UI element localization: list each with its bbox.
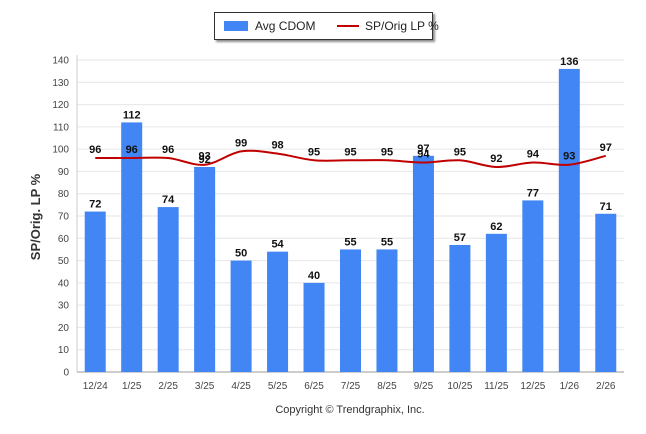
bar — [558, 68, 580, 373]
copyright-credit: Copyright © Trendgraphix, Inc. — [275, 404, 424, 416]
y-tick-label: 20 — [58, 323, 70, 334]
y-tick-label: 10 — [58, 345, 70, 356]
y-tick-label: 70 — [58, 212, 70, 223]
y-tick-label: 40 — [58, 278, 70, 289]
bar — [449, 244, 471, 372]
line-series — [95, 149, 607, 168]
x-tick-label: 2/26 — [596, 381, 616, 392]
legend-bar-swatch — [224, 21, 248, 31]
bar — [194, 166, 216, 372]
x-tick-label: 6/25 — [304, 381, 324, 392]
x-tick-label: 1/25 — [122, 381, 142, 392]
y-tick-label: 60 — [58, 234, 70, 245]
line-value-label: 93 — [199, 151, 211, 163]
line-value-label: 99 — [235, 137, 247, 149]
bar-value-label: 136 — [560, 56, 578, 68]
line-value-label: 94 — [527, 149, 540, 161]
x-tick-label: 8/25 — [377, 381, 397, 392]
bar-value-label: 112 — [123, 109, 141, 121]
line-path — [95, 149, 607, 168]
bar-value-label: 55 — [381, 236, 393, 248]
line-value-label: 95 — [454, 146, 466, 158]
bar — [84, 211, 106, 372]
x-tick-label: 10/25 — [447, 381, 472, 392]
y-tick-label: 140 — [52, 56, 69, 67]
legend-label-sp-orig-lp: SP/Orig LP % — [365, 19, 439, 33]
bar-value-label: 50 — [235, 248, 247, 260]
line-value-label: 98 — [271, 140, 283, 152]
bar — [485, 233, 507, 372]
bar-value-label: 97 — [417, 143, 429, 155]
x-tick-label: 4/25 — [231, 381, 251, 392]
y-tick-label: 50 — [58, 256, 70, 267]
bar-value-label: 57 — [454, 232, 466, 244]
bar-value-label: 77 — [527, 187, 539, 199]
bar — [230, 260, 252, 372]
line-value-label: 92 — [490, 153, 502, 165]
x-tick-label: 1/26 — [560, 381, 580, 392]
y-axis-title: SP/Orig. LP % — [28, 173, 43, 260]
bar-value-label: 55 — [344, 236, 356, 248]
line-value-label: 95 — [308, 146, 320, 158]
bar-value-label: 74 — [162, 194, 175, 206]
x-tick-label: 2/25 — [158, 381, 178, 392]
y-tick-label: 0 — [63, 368, 69, 379]
bar — [121, 122, 143, 373]
bar-value-label: 40 — [308, 270, 320, 282]
bar — [412, 155, 434, 372]
x-tick-label: 11/25 — [484, 381, 509, 392]
bar-value-label: 54 — [271, 239, 284, 251]
bar-value-label: 72 — [89, 199, 101, 211]
line-value-label: 96 — [89, 144, 101, 156]
y-tick-label: 120 — [52, 100, 69, 111]
bar-series — [84, 68, 617, 373]
x-tick-label: 12/25 — [520, 381, 545, 392]
x-tick-label: 3/25 — [195, 381, 215, 392]
bar — [340, 249, 361, 372]
bar — [595, 213, 617, 372]
y-tick-label: 80 — [58, 189, 70, 200]
bar — [267, 251, 289, 372]
y-tick-label: 130 — [52, 78, 69, 89]
x-tick-label: 7/25 — [341, 381, 361, 392]
data-labels: 72 112 74 92 50 54 40 55 55 97 57 62 77 136 71 96 96 96 93… — [89, 56, 612, 282]
bar — [376, 249, 398, 372]
line-value-label: 97 — [600, 142, 612, 154]
bar-value-label: 92 — [199, 154, 211, 166]
x-axis: 12/24 1/25 2/25 3/25 4/25 5/25 6/25 7/25 8/25 9/2… — [83, 381, 616, 392]
line-value-label: 95 — [344, 146, 356, 158]
y-tick-label: 30 — [58, 301, 70, 312]
line-value-label: 96 — [126, 144, 138, 156]
legend-label-avg-cdom: Avg CDOM — [255, 19, 316, 33]
y-tick-label: 110 — [53, 122, 69, 133]
bar — [157, 207, 179, 372]
line-value-label: 96 — [162, 144, 174, 156]
legend: Avg CDOM SP/Orig LP % — [214, 12, 439, 40]
line-value-label: 94 — [417, 149, 430, 161]
bar — [303, 282, 325, 372]
y-tick-label: 90 — [58, 167, 70, 178]
x-tick-label: 5/25 — [268, 381, 288, 392]
x-tick-label: 12/24 — [83, 381, 108, 392]
line-value-label: 93 — [563, 151, 575, 163]
y-tick-label: 100 — [52, 145, 69, 156]
bar-value-label: 71 — [600, 201, 612, 213]
legend-line-swatch — [337, 25, 359, 27]
line-value-label: 95 — [381, 146, 393, 158]
x-tick-label: 9/25 — [414, 381, 434, 392]
bar — [522, 200, 544, 372]
bar-value-label: 62 — [490, 221, 502, 233]
y-axis: 0 10 20 30 40 50 60 70 80 90 100 110 120 130 140 — [52, 56, 69, 379]
